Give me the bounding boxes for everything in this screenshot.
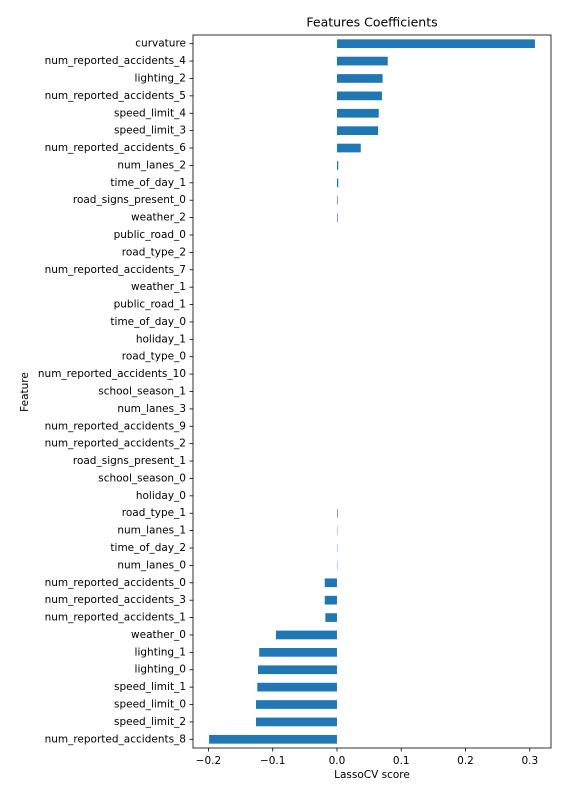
y-tick-label: num_reported_accidents_10 — [38, 368, 186, 380]
x-tick-label: −0.1 — [260, 755, 286, 767]
y-tick-label: speed_limit_2 — [114, 716, 186, 728]
bar — [275, 630, 337, 640]
bar — [336, 161, 339, 170]
y-tick-label: num_reported_accidents_3 — [45, 594, 186, 606]
bar — [336, 213, 338, 222]
bar — [336, 91, 382, 101]
y-tick-label: public_road_1 — [114, 299, 186, 311]
x-tick-label: 0.2 — [457, 755, 474, 767]
x-tick-label: 0.0 — [329, 755, 346, 767]
y-tick-label: time_of_day_0 — [110, 316, 186, 328]
y-tick-label: road_signs_present_1 — [73, 455, 186, 467]
y-tick-label: num_reported_accidents_7 — [45, 264, 186, 276]
bar — [257, 682, 337, 692]
y-tick-label: num_reported_accidents_1 — [45, 612, 186, 624]
y-tick-label: weather_2 — [131, 212, 186, 224]
y-tick-label: school_season_0 — [98, 472, 186, 484]
y-tick-label: curvature — [135, 38, 186, 50]
y-tick-label: road_type_0 — [122, 351, 186, 363]
y-tick-label: road_type_1 — [122, 507, 186, 519]
bar — [325, 613, 337, 622]
y-tick-label: num_reported_accidents_5 — [45, 90, 186, 102]
x-tick-label: 0.3 — [521, 755, 538, 767]
x-axis-label: LassoCV score — [334, 769, 410, 781]
y-tick-label: holiday_1 — [136, 333, 186, 345]
y-tick-label: speed_limit_0 — [114, 699, 186, 711]
bar — [336, 74, 383, 83]
y-tick-label: num_lanes_0 — [117, 559, 186, 571]
x-tick-label: −0.2 — [196, 755, 222, 767]
y-tick-label: speed_limit_3 — [114, 125, 186, 137]
x-tick-label: 0.1 — [393, 755, 410, 767]
bar — [336, 195, 338, 205]
y-tick-label: num_reported_accidents_6 — [45, 142, 187, 154]
y-tick-label: lighting_0 — [135, 664, 186, 676]
bar — [336, 126, 379, 135]
y-tick-label: weather_0 — [131, 629, 186, 641]
y-tick-label: road_type_2 — [122, 246, 186, 258]
y-tick-label: num_reported_accidents_9 — [45, 420, 186, 432]
y-tick-label: num_lanes_2 — [117, 159, 186, 171]
y-tick-label: num_reported_accidents_8 — [45, 733, 186, 745]
y-tick-label: num_reported_accidents_4 — [45, 55, 187, 67]
y-tick-label: num_lanes_1 — [117, 525, 186, 537]
plot-frame — [192, 34, 552, 749]
bar — [209, 734, 337, 744]
y-tick-label: public_road_0 — [114, 229, 186, 241]
y-tick-label: lighting_1 — [135, 646, 186, 658]
bar — [255, 700, 337, 709]
y-tick-label: time_of_day_1 — [110, 177, 186, 189]
bar — [336, 108, 379, 118]
bar — [336, 56, 388, 66]
y-tick-label: num_reported_accidents_0 — [45, 577, 186, 589]
bar — [336, 508, 338, 518]
y-tick-label: speed_limit_4 — [114, 107, 186, 119]
y-tick-label: road_signs_present_0 — [73, 194, 186, 206]
y-tick-label: time_of_day_2 — [110, 542, 186, 554]
chart-title: Features Coefficients — [306, 15, 437, 30]
y-tick-label: speed_limit_1 — [114, 681, 186, 693]
bar — [336, 178, 339, 188]
y-axis-label: Feature — [19, 372, 31, 412]
bar — [324, 595, 337, 605]
bar — [324, 578, 337, 588]
y-tick-label: lighting_2 — [135, 72, 186, 84]
y-tick-label: weather_1 — [131, 281, 186, 293]
bar — [255, 717, 337, 727]
y-tick-label: num_reported_accidents_2 — [45, 438, 186, 450]
bar — [336, 39, 535, 49]
y-tick-label: school_season_1 — [98, 386, 186, 398]
y-tick-label: holiday_0 — [136, 490, 186, 502]
bar — [336, 143, 361, 153]
bar — [257, 665, 337, 675]
y-tick-label: num_lanes_3 — [117, 403, 186, 415]
bar — [259, 648, 337, 657]
